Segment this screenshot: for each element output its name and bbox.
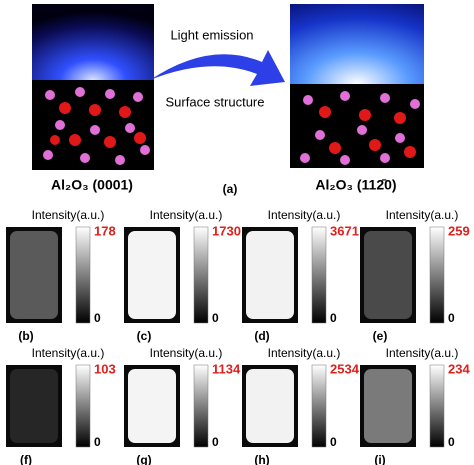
- image: [364, 231, 412, 319]
- colorbar: [193, 226, 209, 324]
- max-label: 1134: [212, 361, 241, 376]
- intensity-label: Intensity(a.u.): [32, 208, 105, 222]
- panel-label: (d): [254, 329, 269, 343]
- arrow: [150, 50, 285, 86]
- image: [364, 369, 412, 443]
- panel-label: (f): [20, 453, 32, 465]
- intensity-label: Intensity(a.u.): [150, 346, 223, 360]
- right-image: [290, 4, 424, 168]
- panel-label: (g): [136, 453, 151, 465]
- intensity-label: Intensity(a.u.): [386, 346, 459, 360]
- left-label: Al₂O₃ (0001): [51, 177, 133, 193]
- image: [246, 369, 294, 443]
- intensity-label: Intensity(a.u.): [268, 208, 341, 222]
- image: [246, 231, 294, 319]
- min-label: 0: [212, 311, 219, 325]
- min-label: 0: [330, 435, 337, 449]
- min-label: 0: [330, 311, 337, 325]
- image: [10, 369, 58, 443]
- panel-label: (c): [137, 329, 152, 343]
- min-label: 0: [212, 435, 219, 449]
- intensity-label: Intensity(a.u.): [386, 208, 459, 222]
- colorbar: [193, 364, 209, 448]
- colorbar: [75, 226, 91, 324]
- arrow-bottom-label: Surface structure: [166, 94, 265, 109]
- arrow-top-label: Light emission: [170, 27, 253, 42]
- colorbar: [311, 364, 327, 448]
- max-label: 1730: [212, 223, 241, 238]
- min-label: 0: [94, 435, 101, 449]
- intensity-label: Intensity(a.u.): [32, 346, 105, 360]
- max-label: 178: [94, 223, 116, 238]
- max-label: 259: [448, 223, 470, 238]
- left-image: [32, 4, 154, 170]
- max-label: 234: [448, 361, 470, 376]
- min-label: 0: [448, 435, 455, 449]
- colorbar: [429, 364, 445, 448]
- colorbar: [75, 364, 91, 448]
- intensity-label: Intensity(a.u.): [150, 208, 223, 222]
- image: [128, 369, 176, 443]
- panel-label: (h): [254, 453, 269, 465]
- max-label: 2534: [330, 361, 360, 376]
- intensity-label: Intensity(a.u.): [268, 346, 341, 360]
- panel-label: (a): [223, 182, 238, 196]
- colorbar: [311, 226, 327, 324]
- min-label: 0: [448, 311, 455, 325]
- colorbar: [429, 226, 445, 324]
- panel-label: (i): [374, 453, 385, 465]
- image: [10, 231, 58, 319]
- panel-label: (e): [373, 329, 388, 343]
- panel-label: (b): [18, 329, 33, 343]
- right-label: Al₂O₃ (112̄0): [315, 177, 396, 193]
- min-label: 0: [94, 311, 101, 325]
- max-label: 3671: [330, 223, 359, 238]
- image: [128, 231, 176, 319]
- max-label: 103: [94, 361, 116, 376]
